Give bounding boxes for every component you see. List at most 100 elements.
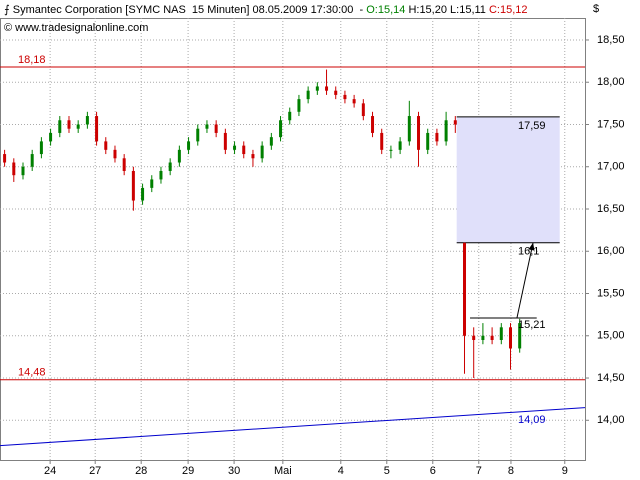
- bar-body: [325, 86, 329, 91]
- x-tick-label: Mai: [274, 465, 292, 477]
- bar-body: [214, 124, 218, 133]
- bar-body: [444, 120, 448, 142]
- x-tick-label: 27: [89, 465, 101, 477]
- y-tick-label: 17,50: [597, 118, 625, 130]
- zone-label: 17,59: [518, 120, 546, 132]
- y-tick-label: 16,00: [597, 245, 625, 257]
- bar-body: [159, 170, 163, 180]
- bar-body: [223, 132, 227, 150]
- bar-body: [306, 90, 310, 100]
- bar-body: [315, 86, 319, 91]
- trend-line: [0, 407, 586, 447]
- bar-body: [426, 132, 430, 150]
- zone-label: 16,1: [518, 246, 539, 258]
- bar-body: [389, 149, 393, 151]
- bar-body: [141, 187, 145, 201]
- bar-body: [196, 128, 200, 142]
- bar-body: [472, 335, 476, 340]
- bar-body: [76, 124, 80, 129]
- y-tick-label: 16,50: [597, 203, 625, 215]
- bar-body: [131, 170, 135, 201]
- copyright: © www.tradesignalonline.com: [4, 22, 149, 34]
- bar-body: [49, 132, 53, 142]
- bar-body: [398, 141, 402, 150]
- bar-body: [297, 99, 301, 112]
- bar-body: [39, 141, 43, 155]
- target-zone: [456, 116, 560, 243]
- bar-body: [343, 94, 347, 100]
- bar-body: [269, 137, 273, 146]
- x-tick-label: 5: [384, 465, 390, 477]
- y-tick-label: 17,00: [597, 161, 625, 173]
- bar-body: [518, 323, 522, 349]
- bar-body: [279, 120, 283, 138]
- level-label: 18,18: [18, 54, 46, 66]
- bar-body: [251, 154, 255, 159]
- bar-body: [233, 145, 237, 150]
- bar-body: [85, 116, 89, 125]
- bar-body: [481, 335, 485, 340]
- y-tick-label: 14,00: [597, 414, 625, 426]
- bar-body: [95, 116, 99, 142]
- header-icon: ⨍: [4, 4, 13, 16]
- x-tick-label: 6: [430, 465, 436, 477]
- bar-body: [113, 149, 117, 159]
- bar-body: [260, 145, 264, 159]
- bar-body: [463, 242, 467, 336]
- x-tick-label: 9: [562, 465, 568, 477]
- bar-body: [187, 141, 191, 150]
- bar-body: [361, 103, 365, 117]
- bar-body: [3, 154, 7, 163]
- y-tick-label: 18,00: [597, 76, 625, 88]
- bar-body: [453, 120, 457, 125]
- bar-body: [168, 162, 172, 171]
- bar-body: [435, 132, 439, 142]
- bar-body: [508, 327, 512, 349]
- header-title: Symantec Corporation [SYMC NAS 15 Minute…: [12, 4, 364, 16]
- level-mark-label: 15,21: [518, 319, 546, 331]
- bar-body: [177, 149, 181, 163]
- bar-body: [407, 116, 411, 142]
- bar-body: [334, 90, 338, 95]
- y-tick-label: 15,50: [597, 287, 625, 299]
- header-high: H:15,20: [408, 4, 447, 16]
- arrow-shaft: [516, 242, 534, 319]
- bar-body: [417, 116, 421, 150]
- header: ⨍ Symantec Corporation [SYMC NAS 15 Minu…: [4, 3, 528, 16]
- bar-body: [380, 132, 384, 150]
- bar-body: [104, 141, 108, 150]
- bar-body: [288, 111, 292, 121]
- x-tick-label: 8: [508, 465, 514, 477]
- x-tick-label: 29: [182, 465, 194, 477]
- bar-body: [490, 335, 494, 340]
- x-tick-label: 7: [476, 465, 482, 477]
- header-low: L:15,11: [450, 4, 486, 16]
- bar-body: [30, 154, 34, 167]
- x-tick-label: 28: [135, 465, 147, 477]
- x-tick-label: 24: [44, 465, 56, 477]
- x-tick-label: 4: [338, 465, 344, 477]
- bar-body: [242, 145, 246, 155]
- arrow-head: [528, 242, 535, 251]
- currency: $: [593, 3, 600, 15]
- bar-body: [21, 166, 25, 176]
- bar-body: [122, 158, 126, 171]
- y-tick-label: 15,00: [597, 330, 625, 342]
- bar-body: [58, 120, 62, 133]
- level-label: 14,48: [18, 367, 46, 379]
- bar-body: [205, 124, 209, 129]
- bar-body: [371, 116, 375, 133]
- bar-body: [352, 99, 356, 104]
- y-tick-label: 14,50: [597, 372, 625, 384]
- trend-label: 14,09: [518, 414, 546, 426]
- x-tick-label: 30: [228, 465, 240, 477]
- bar-body: [150, 179, 154, 188]
- y-tick-label: 18,50: [597, 34, 625, 46]
- header-close: C:15,12: [488, 4, 528, 16]
- bar-body: [67, 120, 71, 129]
- bar-body: [12, 162, 16, 176]
- bar-body: [499, 327, 503, 340]
- header-open: O:15,14: [366, 4, 406, 16]
